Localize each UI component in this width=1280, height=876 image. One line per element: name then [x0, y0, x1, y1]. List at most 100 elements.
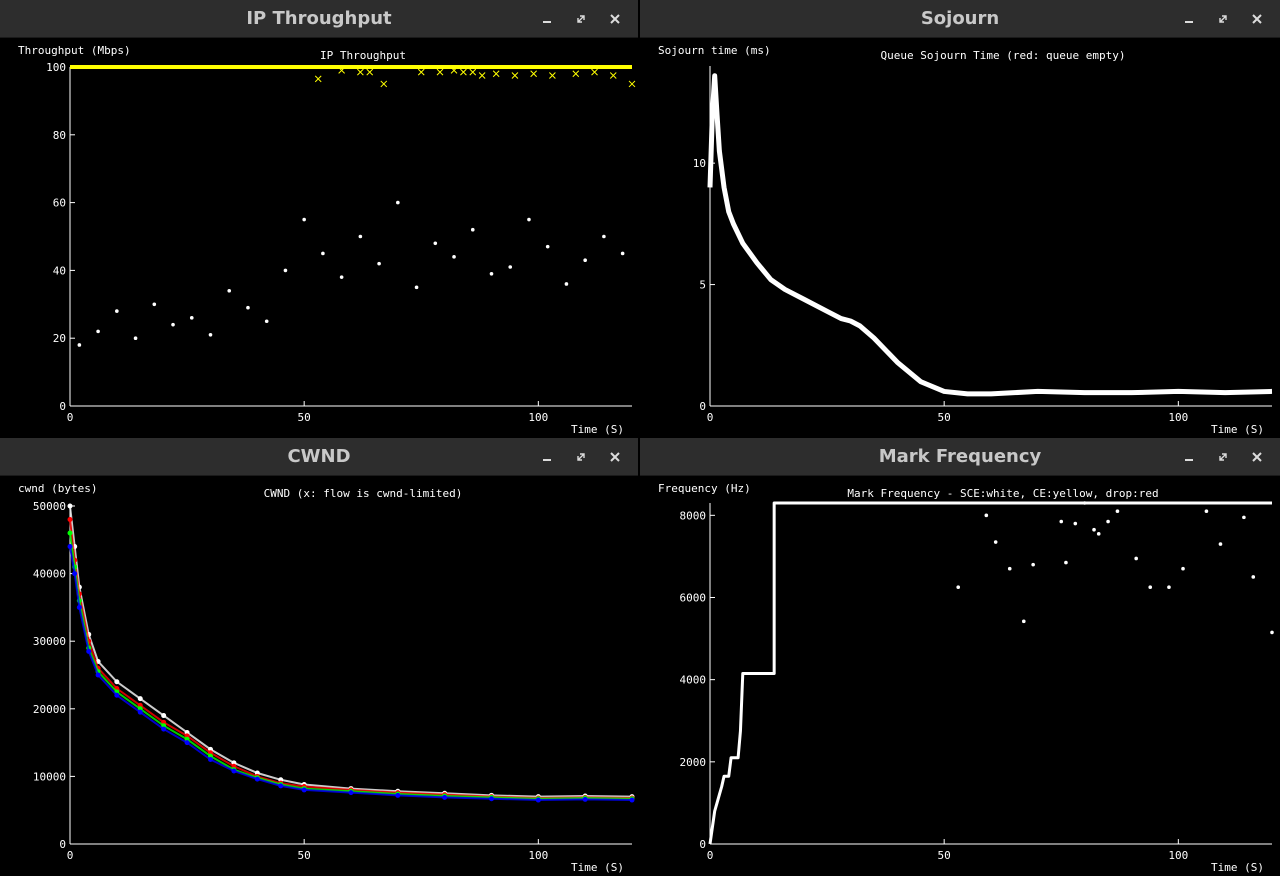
data-point	[264, 319, 269, 324]
data-point	[1148, 585, 1153, 590]
data-point	[1167, 585, 1171, 590]
maximize-button[interactable]	[1206, 438, 1240, 475]
data-point	[450, 67, 458, 74]
data-point	[1007, 566, 1012, 571]
x-tick-label: 0	[67, 411, 74, 424]
data-point	[993, 540, 998, 544]
series-line	[708, 501, 1272, 845]
minimize-icon	[543, 458, 551, 461]
window-mark-frequency: Mark Frequency Mark Frequency - SCE:whit…	[640, 438, 1280, 876]
x-tick-label: 100	[1168, 411, 1188, 424]
y-tick-label: 0	[59, 400, 66, 413]
close-button[interactable]	[598, 438, 632, 475]
data-point	[283, 268, 288, 273]
maximize-icon	[1219, 452, 1227, 461]
x-axis-label: Time (S)	[571, 861, 624, 874]
data-point	[77, 343, 82, 347]
data-point	[302, 217, 306, 222]
data-point	[436, 68, 444, 76]
data-point	[489, 271, 494, 276]
data-point	[545, 244, 550, 249]
data-point	[115, 309, 119, 313]
data-point	[321, 251, 325, 256]
maximize-button[interactable]	[564, 438, 598, 475]
data-point	[620, 251, 625, 256]
window-title: Sojourn	[920, 8, 1000, 29]
data-point	[1059, 519, 1064, 524]
window-sojourn: Sojourn Queue Sojourn Time (red: queue e…	[640, 0, 1280, 437]
y-tick-label: 0	[699, 400, 706, 413]
x-tick-label: 0	[67, 849, 74, 862]
data-point	[469, 68, 477, 76]
y-tick-label: 4000	[680, 674, 707, 687]
close-icon	[1252, 13, 1262, 24]
x-axis-label: Time (S)	[1211, 423, 1264, 436]
close-icon	[1252, 451, 1262, 462]
minimize-icon	[543, 20, 551, 23]
x-tick-label: 50	[298, 849, 311, 862]
y-tick-label: 8000	[680, 509, 707, 522]
data-point	[460, 68, 467, 76]
sojourn-chart: Queue Sojourn Time (red: queue empty) Soj…	[658, 44, 1273, 436]
data-point	[338, 67, 345, 74]
data-point	[96, 329, 100, 334]
data-point	[583, 258, 587, 263]
close-icon	[610, 13, 620, 24]
maximize-button[interactable]	[564, 0, 598, 37]
y-tick-label: 20	[53, 332, 66, 345]
data-point	[357, 68, 364, 76]
titlebar[interactable]: CWND	[0, 438, 638, 476]
x-tick-label: 100	[528, 411, 548, 424]
y-axis-label: Sojourn time (ms)	[658, 44, 771, 57]
data-point	[527, 217, 531, 222]
data-point	[1064, 560, 1068, 565]
close-icon	[610, 451, 620, 462]
y-tick-label: 100	[46, 61, 66, 74]
titlebar[interactable]: IP Throughput	[0, 0, 638, 38]
close-button[interactable]	[1240, 0, 1274, 37]
data-point	[1115, 509, 1120, 514]
close-button[interactable]	[598, 0, 632, 37]
data-point	[1106, 519, 1110, 524]
x-tick-label: 50	[938, 849, 951, 862]
y-tick-label: 10000	[33, 770, 66, 783]
mark-frequency-chart: Mark Frequency - SCE:white, CE:yellow, d…	[658, 482, 1274, 874]
series-line	[707, 73, 1273, 397]
data-point	[591, 68, 598, 76]
data-point	[1031, 562, 1035, 567]
data-point	[1270, 630, 1274, 635]
data-point	[478, 72, 486, 79]
y-tick-label: 6000	[680, 591, 707, 604]
chart-title: IP Throughput	[320, 49, 406, 62]
cwnd-chart: CWND (x: flow is cwnd-limited) cwnd (byte…	[18, 482, 635, 874]
ip-throughput-chart: IP Throughput Throughput (Mbps) Time (S) 0 5…	[18, 44, 636, 436]
maximize-button[interactable]	[1206, 0, 1240, 37]
data-point	[530, 70, 538, 78]
minimize-button[interactable]	[1172, 0, 1206, 37]
data-point	[227, 288, 232, 293]
maximize-icon	[1219, 14, 1227, 23]
chart-title: Mark Frequency - SCE:white, CE:yellow, d…	[847, 487, 1158, 500]
series-line	[69, 546, 633, 802]
data-point	[1218, 542, 1223, 546]
minimize-button[interactable]	[530, 0, 564, 37]
minimize-button[interactable]	[530, 438, 564, 475]
x-tick-label: 100	[1168, 849, 1188, 862]
data-point	[508, 265, 513, 269]
data-point	[1181, 566, 1185, 571]
minimize-button[interactable]	[1172, 438, 1206, 475]
data-point	[1096, 532, 1101, 536]
y-axis-label: Frequency (Hz)	[658, 482, 751, 495]
titlebar[interactable]: Mark Frequency	[640, 438, 1280, 476]
close-button[interactable]	[1240, 438, 1274, 475]
data-point	[189, 316, 194, 320]
data-point	[339, 275, 344, 279]
data-point	[1242, 515, 1246, 520]
data-point	[602, 234, 606, 239]
x-tick-label: 0	[707, 411, 714, 424]
y-tick-label: 0	[699, 838, 706, 851]
data-point	[1251, 575, 1256, 579]
titlebar[interactable]: Sojourn	[640, 0, 1280, 38]
series-line	[69, 519, 633, 800]
data-point	[1021, 619, 1026, 624]
